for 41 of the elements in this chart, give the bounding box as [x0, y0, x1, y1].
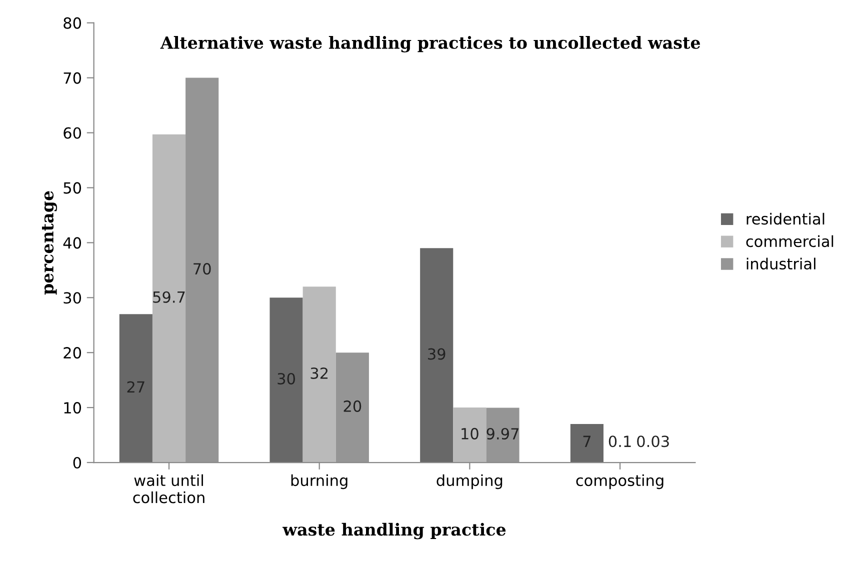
legend-label: industrial	[746, 258, 816, 270]
y-tick-label: 40	[63, 237, 82, 249]
data-label: 20	[344, 400, 362, 412]
bar	[302, 286, 336, 463]
y-tick-label: 10	[64, 402, 82, 414]
data-label: 32	[310, 367, 328, 380]
data-label: 27	[127, 381, 144, 393]
data-label: 39	[428, 348, 446, 360]
bar	[186, 78, 219, 463]
bar	[420, 248, 454, 463]
bar	[336, 352, 369, 463]
x-axis-title: waste handling practice	[282, 522, 506, 540]
y-tick-label: 70	[64, 72, 82, 84]
data-label: 30	[278, 372, 295, 385]
data-label: 0.03	[637, 436, 669, 448]
bar	[486, 408, 520, 463]
y-tick-label: 20	[64, 347, 82, 359]
data-label: 0.1	[608, 436, 631, 448]
text: Alternative waste handling practices to uncollected waste	[160, 36, 700, 52]
bar	[270, 298, 303, 463]
data-label: 7	[583, 436, 591, 447]
data-label: 70	[194, 263, 211, 275]
y-tick-label: 60	[64, 127, 82, 139]
bar	[119, 314, 152, 463]
y-tick-label: 0	[73, 456, 82, 469]
y-tick-label: 30	[64, 292, 82, 304]
legend-label: commercial	[746, 235, 834, 248]
bar	[453, 408, 486, 463]
bar	[570, 424, 604, 463]
y-axis-title: percentage	[42, 191, 58, 295]
x-tick-label: burning	[291, 474, 348, 490]
x-tick-label: composting	[576, 474, 664, 490]
data-label: 10	[462, 428, 478, 440]
data-label: 9.97	[486, 428, 518, 440]
legend-label: residential	[746, 212, 824, 225]
x-tick-label: dumping	[436, 474, 502, 490]
y-tick-label: 80	[64, 17, 82, 29]
y-tick-label: 50	[64, 182, 82, 194]
x-tick-label: wait until collection	[133, 474, 204, 504]
bar	[152, 134, 186, 463]
data-label: 59.7	[153, 291, 185, 303]
